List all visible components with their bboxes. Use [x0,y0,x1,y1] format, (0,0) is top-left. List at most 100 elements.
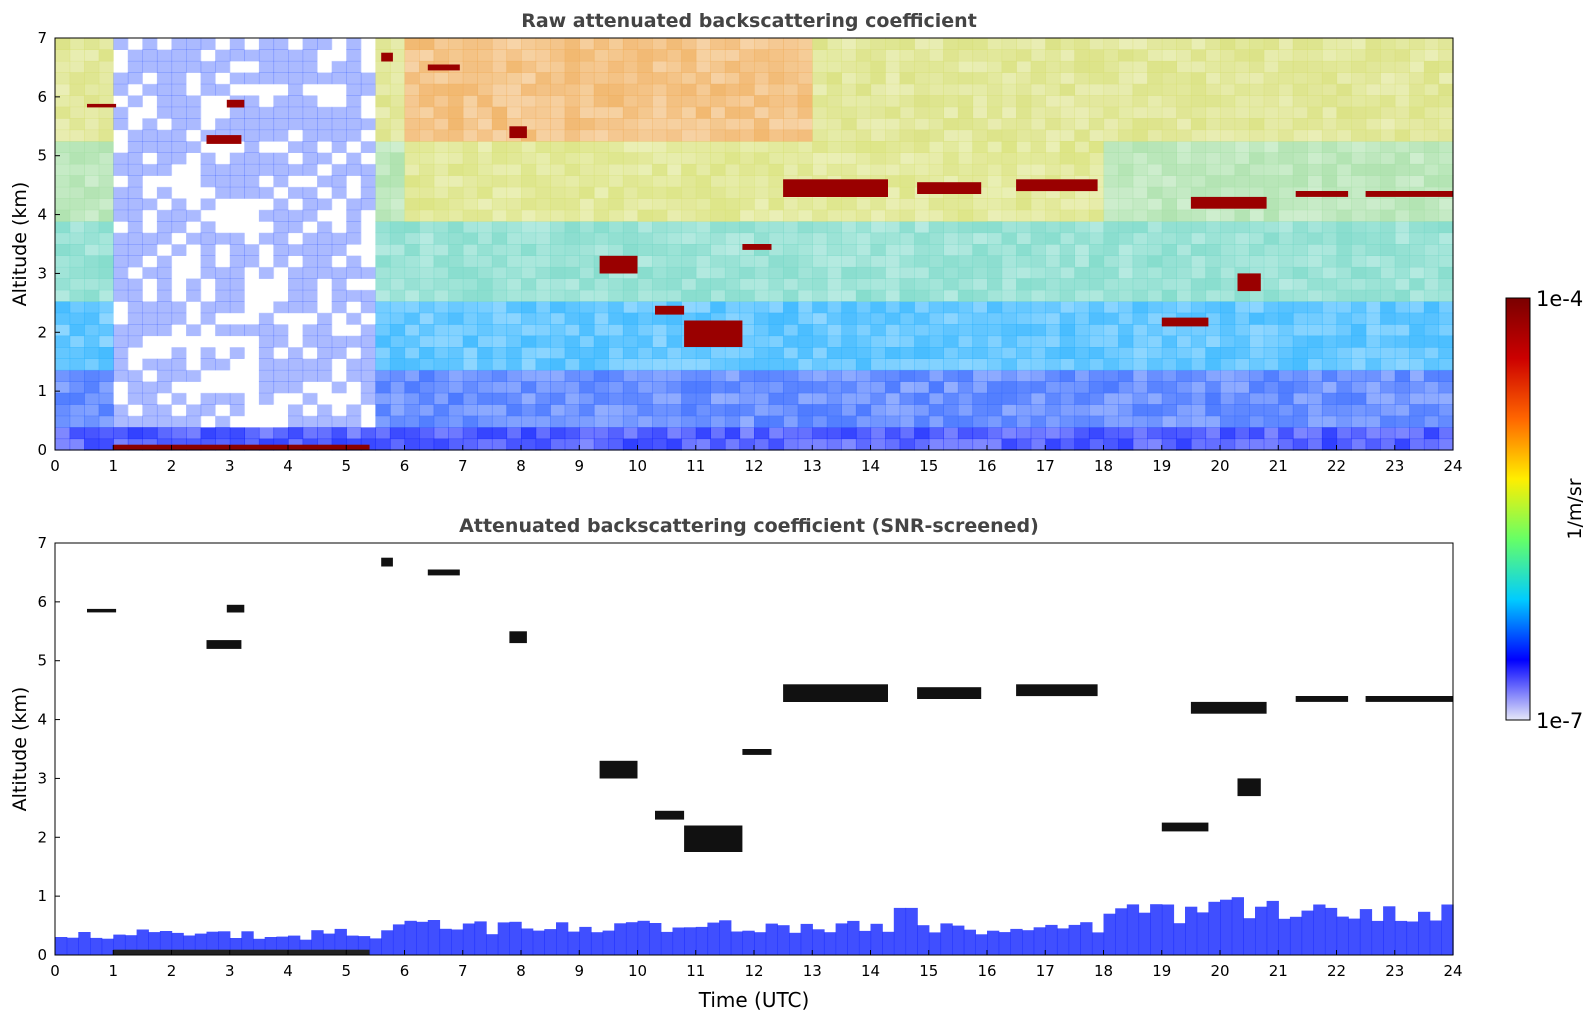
noise-cell [1074,301,1090,314]
noise-cell [113,404,129,417]
noise-cell [375,301,391,314]
noise-cell [855,335,872,348]
noise-cell [1045,232,1061,245]
surface-cell [870,923,883,955]
noise-cell [957,232,974,245]
noise-cell [870,152,886,165]
noise-cell [113,83,129,96]
noise-cell [826,163,842,176]
noise-cell [1336,415,1352,428]
noise-cell [579,278,595,291]
noise-cell [1088,83,1105,96]
noise-cell [608,324,624,337]
noise-cell [1263,118,1279,131]
cloud-feature-2 [226,99,245,108]
noise-cell [1088,369,1105,382]
noise-cell [754,106,770,119]
noise-cell [229,141,245,153]
noise-cell [1176,209,1192,222]
noise-cell [608,438,624,451]
noise-cell [1016,347,1032,359]
noise-cell [1263,209,1279,222]
noise-cell [419,415,435,428]
noise-cell [360,278,376,291]
noise-cell [783,301,799,314]
noise-cell [768,244,784,256]
noise-cell [972,83,988,96]
noise-cell [1074,312,1090,325]
noise-cell [1118,347,1134,359]
noise-cell [462,49,478,62]
noise-cell [564,186,580,199]
noise-cell [55,244,71,256]
noise-cell [535,392,551,405]
noise-cell [1234,244,1250,256]
noise-cell [579,163,595,176]
noise-cell [1118,335,1134,348]
noise-cell [724,186,741,199]
noise-cell [1190,324,1207,337]
noise-cell [914,141,930,153]
cloud-feature-1 [206,640,242,649]
noise-cell [564,60,580,73]
noise-cell [215,221,231,234]
noise-cell [331,347,347,359]
noise-cell [550,72,566,85]
noise-cell [754,186,770,199]
noise-cell [1088,415,1105,428]
noise-cell [564,392,580,405]
noise-cell [1088,381,1105,394]
noise-cell [1438,427,1454,440]
colorbar-unit-label: 1/m/sr [1564,478,1586,539]
noise-cell [1307,404,1323,417]
noise-cell [957,415,974,428]
noise-cell [1249,381,1265,394]
noise-cell [1380,175,1396,188]
noise-cell [142,266,158,279]
noise-cell [972,209,988,222]
noise-cell [987,175,1003,188]
noise-cell [288,347,304,359]
noise-cell [812,278,828,291]
noise-cell [841,369,857,382]
noise-cell [1118,301,1134,314]
noise-cell [1394,335,1410,348]
noise-cell [244,129,260,142]
noise-cell [521,106,537,119]
noise-cell [229,404,245,417]
noise-cell [914,118,930,131]
noise-cell [288,49,304,62]
noise-cell [1336,141,1352,153]
noise-cell [273,198,289,211]
noise-cell [608,186,624,199]
noise-cell [419,129,435,142]
noise-cell [1016,266,1032,279]
surface-cell [148,932,161,955]
noise-cell [564,347,580,359]
cloud-feature-10 [783,179,888,197]
noise-cell [564,232,580,245]
noise-cell [1351,38,1367,50]
noise-cell [258,301,275,314]
noise-cell [448,38,464,50]
noise-cell [637,95,653,108]
noise-cell [535,301,551,314]
noise-cell [1059,266,1075,279]
noise-cell [521,49,537,62]
noise-cell [1190,118,1207,131]
noise-cell [142,244,158,256]
noise-cell [885,152,901,165]
noise-cell [215,38,231,50]
noise-cell [1161,72,1177,85]
noise-cell [331,209,347,222]
noise-cell [855,72,872,85]
noise-cell [1249,152,1265,165]
noise-cell [637,198,653,211]
noise-cell [331,255,347,268]
noise-cell [186,129,202,142]
noise-cell [855,347,872,359]
noise-cell [1234,60,1250,73]
noise-cell [1336,49,1352,62]
noise-cell [899,95,915,108]
noise-cell [1016,95,1032,108]
